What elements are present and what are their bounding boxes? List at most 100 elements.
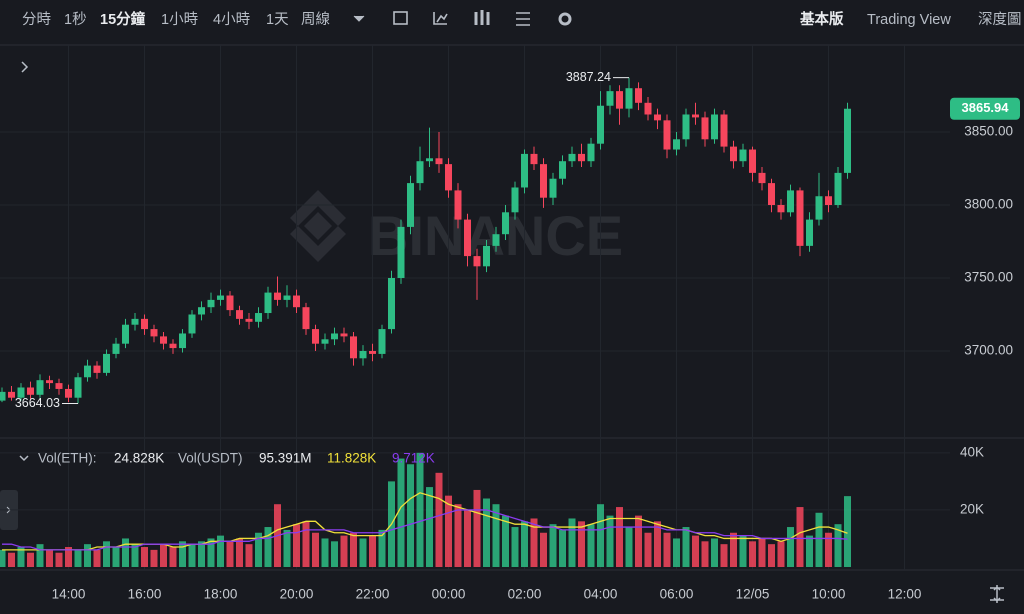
volume-bar — [359, 538, 367, 567]
volume-bar — [8, 552, 15, 567]
candle-body — [587, 143, 595, 162]
candle-body — [264, 292, 272, 314]
candle-body — [131, 318, 139, 325]
volume-bar — [796, 507, 804, 567]
y-tick-label: 40K — [960, 444, 984, 459]
candle-icon[interactable] — [474, 10, 490, 25]
candle-body — [0, 391, 6, 401]
candle-body — [112, 343, 120, 354]
interval-tab[interactable]: 周線 — [301, 11, 330, 28]
candle-body — [815, 196, 823, 220]
candle-body — [720, 114, 728, 147]
candle-body — [540, 164, 547, 198]
settings-list-icon[interactable] — [516, 12, 530, 26]
expand-arrow[interactable] — [21, 61, 29, 73]
candle-body — [74, 377, 82, 398]
candle-body — [141, 318, 148, 330]
volume-bar — [568, 518, 576, 567]
volume-bar — [435, 472, 443, 567]
candle-body — [122, 324, 129, 344]
interval-tab[interactable]: 15分鐘 — [100, 10, 146, 28]
candle-body — [768, 183, 775, 206]
interval-tab[interactable]: 1小時 — [161, 11, 198, 28]
view-tab[interactable]: 深度圖 — [978, 11, 1022, 28]
max-price-label: 3887.24 — [566, 70, 611, 84]
y-tick-label: 3700.00 — [964, 343, 1013, 358]
candle-body — [578, 153, 585, 162]
volume-bar — [55, 552, 63, 567]
volume-bar — [17, 547, 25, 567]
interval-tab[interactable]: 4小時 — [213, 11, 250, 28]
candle-body — [46, 380, 53, 384]
candle-body — [198, 307, 205, 315]
volume-bar — [502, 515, 509, 567]
candle-body — [730, 146, 737, 162]
volume-bar — [36, 544, 44, 567]
candle-body — [445, 164, 452, 191]
interval-tab[interactable]: 1秒 — [64, 11, 87, 28]
x-tick-label: 10:00 — [812, 587, 846, 602]
volume-bar — [217, 535, 224, 567]
scale-icon[interactable] — [990, 585, 1004, 603]
volume-bar — [369, 535, 376, 567]
candle-body — [65, 388, 72, 398]
candle-body — [217, 295, 224, 300]
dropdown-caret[interactable] — [353, 15, 365, 22]
view-tab[interactable]: Trading View — [867, 12, 951, 28]
volume-bar — [768, 544, 775, 567]
volume-bar — [587, 524, 595, 567]
volume-bar — [730, 532, 737, 567]
interval-tab[interactable]: 分時 — [22, 11, 51, 28]
x-tick-label: 22:00 — [356, 587, 390, 602]
volume-bar — [663, 532, 671, 567]
candle-body — [236, 310, 243, 319]
volume-bar — [84, 544, 91, 567]
x-tick-label: 04:00 — [584, 587, 618, 602]
indicator-icon[interactable] — [433, 12, 448, 25]
volume-bar — [293, 524, 300, 567]
candle-body — [711, 114, 718, 140]
candle-body — [521, 153, 528, 188]
candle-body — [340, 333, 348, 337]
volume-bar — [825, 532, 832, 567]
candle-body — [84, 365, 91, 378]
volume-bar — [787, 527, 794, 567]
gear-icon[interactable] — [558, 12, 572, 26]
volume-bar — [511, 527, 519, 567]
volume-bar — [141, 547, 148, 567]
volume-bar — [321, 538, 329, 567]
candle-body — [283, 295, 291, 300]
candle-body — [150, 329, 158, 337]
candle-body — [27, 387, 34, 395]
candle-body — [844, 108, 851, 173]
volume-bar — [103, 541, 110, 567]
candle-body — [663, 120, 671, 150]
x-tick-label: 02:00 — [508, 587, 542, 602]
candle-body — [511, 187, 519, 213]
volume-bar — [169, 547, 177, 567]
candle-body — [312, 329, 319, 344]
x-tick-label: 16:00 — [128, 587, 162, 602]
collapse-caret[interactable] — [19, 455, 29, 462]
volume-header-text: 9.712K — [392, 451, 435, 466]
volume-bar — [226, 541, 234, 567]
volume-bar — [207, 538, 215, 567]
candle-body — [179, 333, 186, 349]
volume-bar — [739, 535, 747, 567]
current-price-tag — [950, 97, 1020, 120]
candle-body — [806, 219, 813, 246]
candle-body — [350, 336, 357, 359]
view-tab[interactable]: 基本版 — [799, 10, 844, 28]
calendar-icon[interactable] — [393, 11, 408, 25]
volume-bar — [777, 541, 785, 567]
volume-bar — [445, 495, 452, 567]
volume-bar — [331, 541, 338, 567]
volume-bar — [131, 544, 139, 567]
candle-body — [749, 149, 756, 173]
volume-bar — [340, 535, 348, 567]
volume-bar — [46, 549, 53, 567]
candle-body — [787, 190, 794, 213]
ma-line — [2, 509, 848, 551]
interval-tab[interactable]: 1天 — [266, 12, 289, 28]
